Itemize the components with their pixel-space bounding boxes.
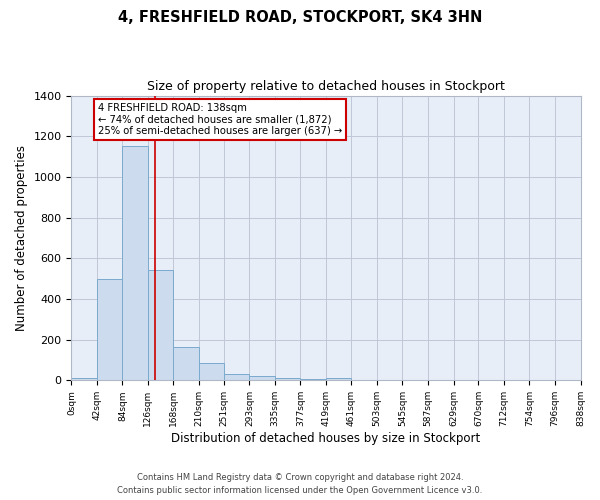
Bar [326,378,352,380]
Text: Contains HM Land Registry data © Crown copyright and database right 2024.
Contai: Contains HM Land Registry data © Crown c… [118,473,482,495]
Bar [224,374,250,380]
Title: Size of property relative to detached houses in Stockport: Size of property relative to detached ho… [147,80,505,93]
Bar [97,278,122,380]
Text: 4, FRESHFIELD ROAD, STOCKPORT, SK4 3HN: 4, FRESHFIELD ROAD, STOCKPORT, SK4 3HN [118,10,482,25]
Bar [250,376,275,380]
Bar [275,378,301,380]
Bar [173,347,199,380]
Bar [199,363,224,380]
Bar [122,146,148,380]
X-axis label: Distribution of detached houses by size in Stockport: Distribution of detached houses by size … [172,432,481,445]
Bar [71,378,97,380]
Text: 4 FRESHFIELD ROAD: 138sqm
← 74% of detached houses are smaller (1,872)
25% of se: 4 FRESHFIELD ROAD: 138sqm ← 74% of detac… [98,102,343,136]
Bar [148,270,173,380]
Y-axis label: Number of detached properties: Number of detached properties [15,145,28,331]
